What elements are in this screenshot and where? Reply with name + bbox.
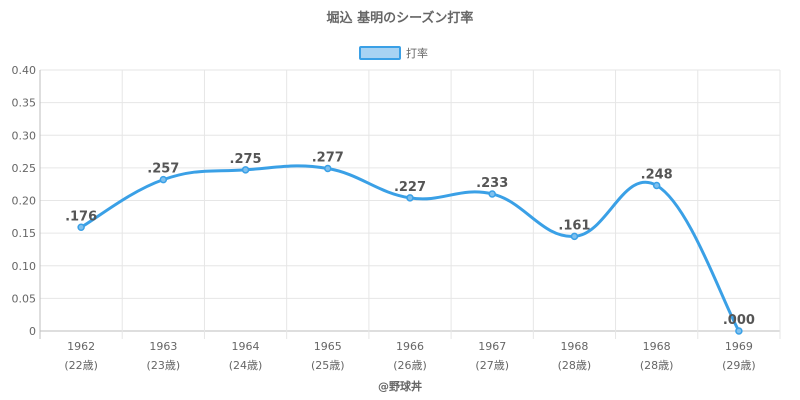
data-label: .161 — [558, 218, 590, 233]
x-tick-age: (23歳) — [147, 359, 181, 372]
legend-swatch — [359, 46, 401, 60]
x-tick-year: 1968 — [560, 340, 588, 353]
data-points — [77, 164, 743, 335]
data-label: .275 — [230, 152, 262, 167]
x-tick-year: 1962 — [67, 340, 95, 353]
legend-label: 打率 — [406, 46, 428, 60]
grid — [39, 69, 781, 339]
data-point[interactable] — [406, 194, 414, 202]
x-tick-age: (27歳) — [475, 359, 509, 372]
y-axis: 0 0.05 0.10 0.15 0.20 0.25 0.30 0.35 0.40 — [12, 64, 37, 338]
chart-title: 堀込 基明のシーズン打率 — [327, 10, 474, 26]
x-tick-year: 1966 — [396, 340, 424, 353]
data-label: .000 — [723, 313, 755, 328]
x-tick-year: 1969 — [725, 340, 753, 353]
x-axis: 1962 (22歳) 1963 (23歳) 1964 (24歳) 1965 (25歳) 1966… — [64, 340, 755, 372]
data-point[interactable] — [159, 175, 168, 184]
x-tick-age: (29歳) — [722, 359, 756, 372]
x-tick-year: 1965 — [314, 340, 342, 353]
data-label: .176 — [65, 209, 97, 224]
y-tick-label: 0.10 — [12, 260, 37, 273]
data-label: .277 — [312, 151, 344, 166]
y-tick-label: 0 — [29, 325, 36, 338]
data-point[interactable] — [77, 223, 85, 232]
data-point[interactable] — [241, 166, 250, 174]
data-label: .248 — [641, 167, 673, 182]
x-tick-age: (28歳) — [640, 359, 674, 372]
data-point[interactable] — [735, 327, 743, 335]
data-point[interactable] — [570, 232, 579, 241]
data-point[interactable] — [488, 190, 496, 198]
data-label: .257 — [147, 162, 179, 177]
y-tick-label: 0.20 — [12, 195, 37, 208]
data-point[interactable] — [324, 164, 332, 173]
x-tick-year: 1963 — [149, 340, 177, 353]
x-tick-year: 1967 — [478, 340, 506, 353]
y-tick-label: 0.25 — [12, 162, 37, 175]
y-tick-label: 0.30 — [12, 129, 37, 142]
y-tick-label: 0.05 — [12, 292, 37, 305]
data-labels: .176 .257 .275 .277 .227 .233 .161 .248 .000 — [65, 151, 755, 328]
x-tick-age: (25歳) — [311, 359, 345, 372]
data-point[interactable] — [652, 181, 661, 190]
x-tick-age: (26歳) — [393, 359, 427, 372]
data-label: .227 — [394, 180, 426, 195]
x-tick-age: (22歳) — [64, 359, 98, 372]
legend[interactable]: 打率 — [359, 46, 428, 60]
credit-text: @野球丼 — [378, 379, 422, 393]
x-tick-year: 1964 — [232, 340, 260, 353]
data-label: .233 — [476, 176, 508, 191]
x-tick-age: (28歳) — [558, 359, 592, 372]
y-tick-label: 0.40 — [12, 64, 37, 77]
y-tick-label: 0.15 — [12, 227, 37, 240]
x-tick-age: (24歳) — [229, 359, 263, 372]
y-tick-label: 0.35 — [12, 97, 37, 110]
x-tick-year: 1968 — [643, 340, 671, 353]
